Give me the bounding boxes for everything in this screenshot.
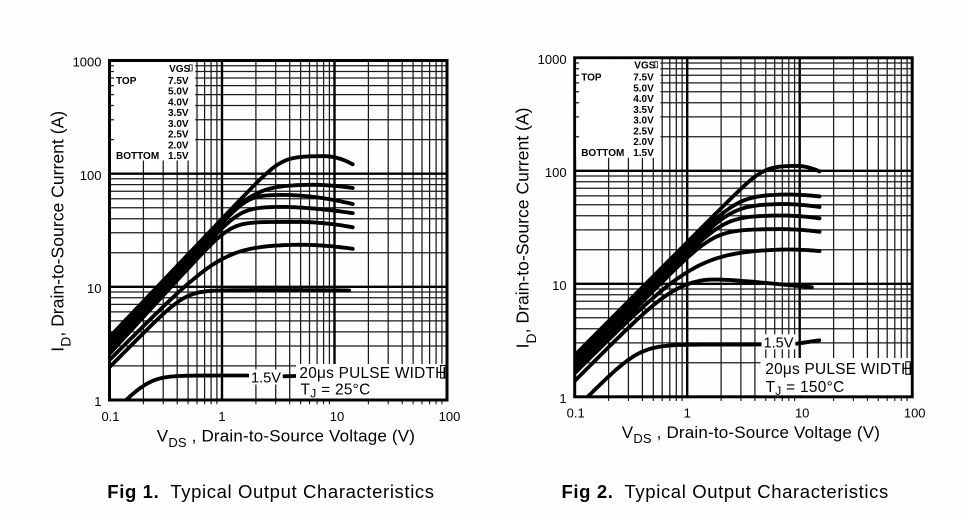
- svg-text:TOP: TOP: [581, 73, 602, 84]
- svg-text:0.1: 0.1: [101, 409, 119, 424]
- svg-text:Fig 2.Typical Output Character: Fig 2. Typical Output Characteristics: [562, 481, 889, 502]
- svg-text:1.5V: 1.5V: [168, 151, 189, 162]
- svg-text:5.0V: 5.0V: [633, 83, 654, 94]
- svg-text:VDS , Drain-to-Source Voltage: VDS , Drain-to-Source Voltage (V): [622, 423, 880, 446]
- svg-text:TJ = 150°C: TJ = 150°C: [766, 379, 845, 398]
- svg-text:VGS: VGS: [634, 61, 655, 72]
- svg-text:TOP: TOP: [116, 76, 137, 87]
- svg-text:VDS , Drain-to-Source Voltage: VDS , Drain-to-Source Voltage (V): [157, 427, 415, 450]
- svg-text:2.5V: 2.5V: [168, 130, 189, 141]
- svg-text:3.5V: 3.5V: [633, 105, 654, 116]
- svg-text:1000: 1000: [73, 55, 102, 70]
- svg-text:2.0V: 2.0V: [168, 140, 189, 151]
- svg-text:100: 100: [545, 165, 567, 180]
- svg-text:10: 10: [330, 409, 344, 424]
- svg-text:1.5V: 1.5V: [764, 335, 794, 351]
- svg-text:4.0V: 4.0V: [633, 94, 654, 105]
- svg-text:10: 10: [795, 405, 809, 420]
- svg-text:BOTTOM: BOTTOM: [116, 151, 159, 162]
- svg-text:1: 1: [94, 394, 101, 409]
- svg-text:100: 100: [80, 168, 102, 183]
- svg-text:3.0V: 3.0V: [168, 119, 189, 130]
- svg-text:20μs PULSE WIDTH: 20μs PULSE WIDTH: [299, 365, 446, 382]
- svg-text:100: 100: [904, 405, 926, 420]
- svg-text:7.5V: 7.5V: [168, 76, 189, 87]
- svg-text:1: 1: [559, 391, 566, 406]
- svg-text:2.5V: 2.5V: [633, 126, 654, 137]
- svg-text:Fig 1.Typical Output Character: Fig 1. Typical Output Characteristics: [107, 481, 434, 502]
- svg-text:7.5V: 7.5V: [633, 73, 654, 84]
- svg-text:2.0V: 2.0V: [633, 137, 654, 148]
- svg-text:1: 1: [684, 405, 691, 420]
- svg-text:5.0V: 5.0V: [168, 87, 189, 98]
- svg-text:10: 10: [87, 281, 101, 296]
- svg-text:1000: 1000: [538, 52, 567, 67]
- svg-text:0.1: 0.1: [567, 405, 585, 420]
- svg-text:TJ = 25°C: TJ = 25°C: [301, 381, 371, 400]
- svg-text:3.5V: 3.5V: [168, 108, 189, 119]
- svg-text:1: 1: [218, 409, 225, 424]
- svg-text:1.5V: 1.5V: [633, 148, 654, 159]
- svg-text:BOTTOM: BOTTOM: [581, 148, 624, 159]
- svg-text:VGS: VGS: [169, 64, 190, 75]
- svg-text:100: 100: [439, 409, 461, 424]
- svg-text:4.0V: 4.0V: [168, 97, 189, 108]
- svg-text:20μs PULSE WIDTH: 20μs PULSE WIDTH: [765, 361, 912, 378]
- svg-text:3.0V: 3.0V: [633, 116, 654, 127]
- svg-text:10: 10: [552, 278, 566, 293]
- svg-text:1.5V: 1.5V: [251, 370, 281, 386]
